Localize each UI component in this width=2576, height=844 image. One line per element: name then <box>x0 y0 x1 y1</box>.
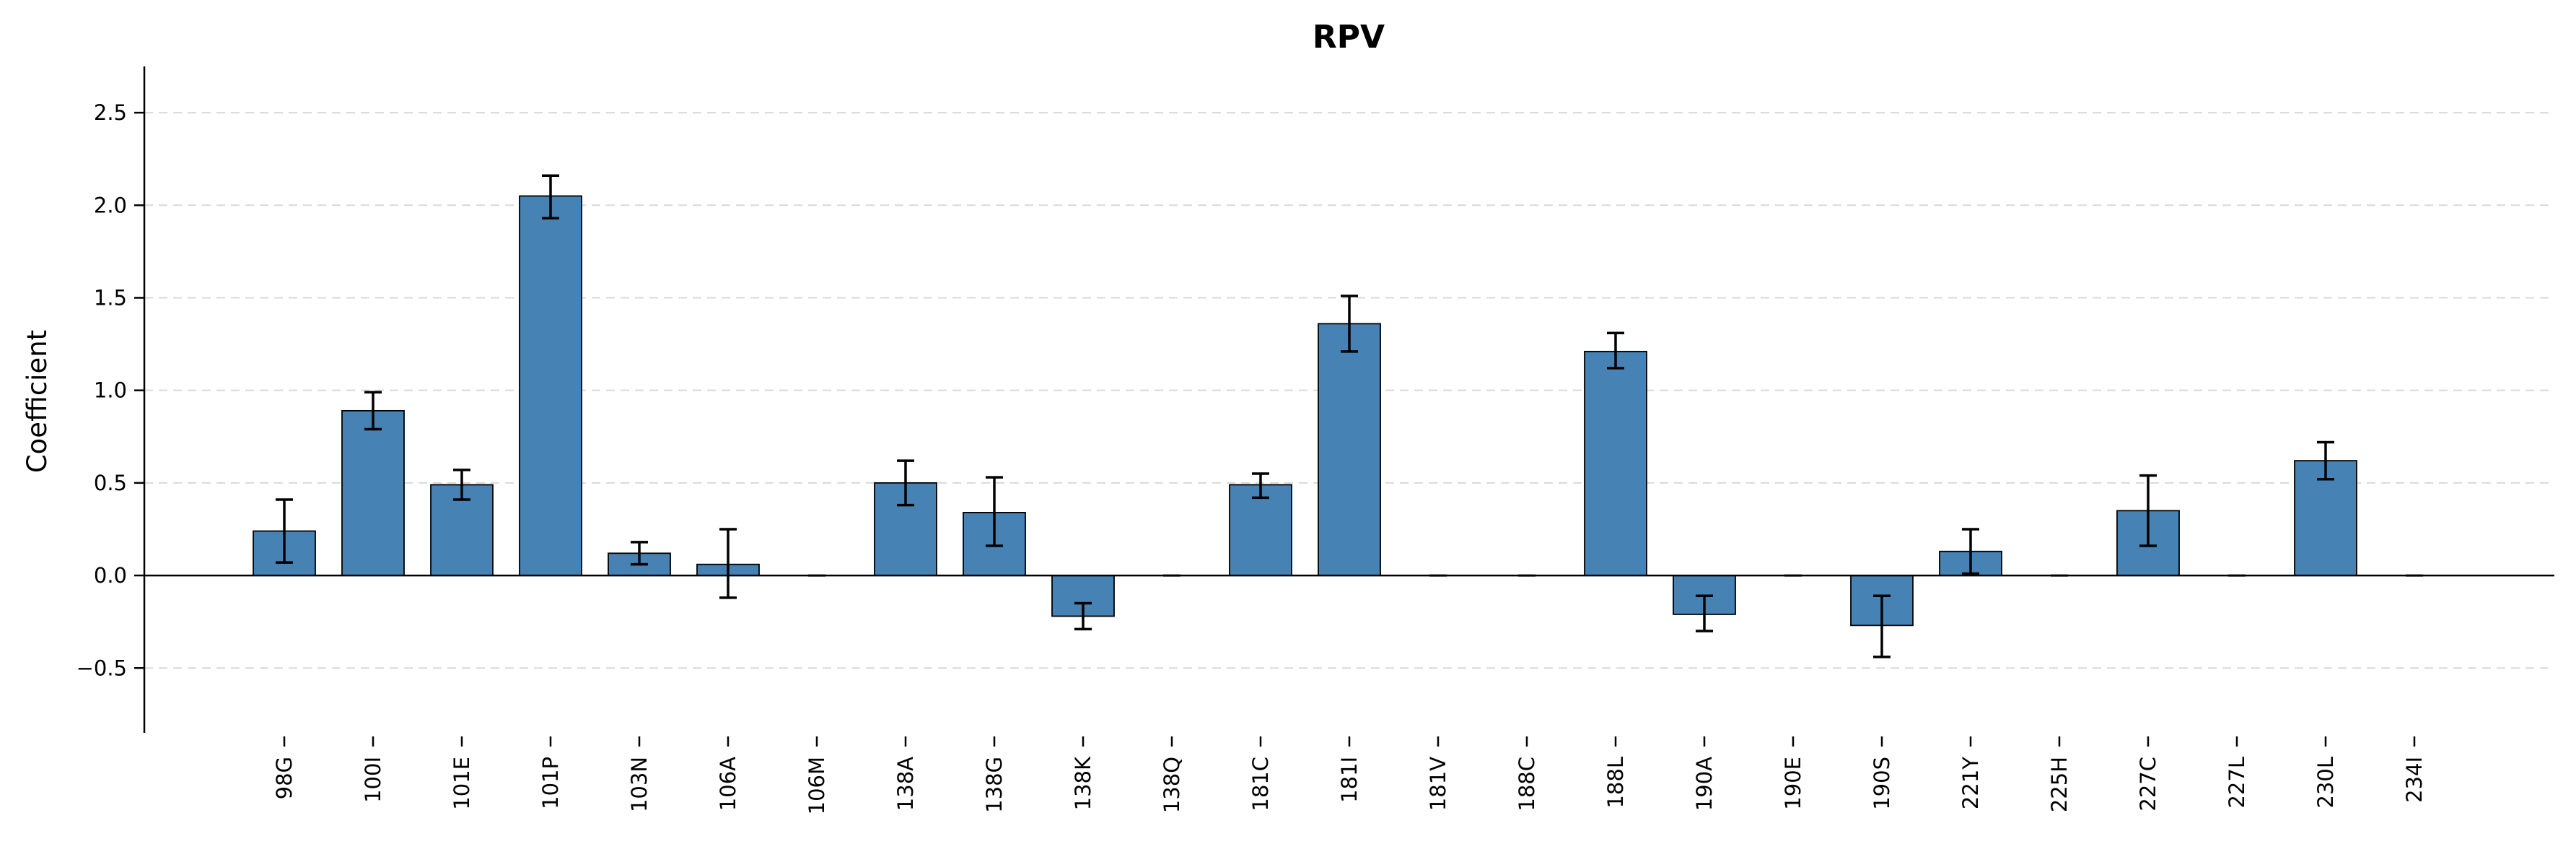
y-tick-label: 1.5 <box>94 285 127 310</box>
x-tick-label-101p: 101P <box>538 757 563 809</box>
bar-188l <box>1584 350 1647 576</box>
y-tick-label: 1.0 <box>94 378 127 403</box>
x-tick-label-190e: 190E <box>1781 757 1805 810</box>
bar-181c <box>1229 484 1292 576</box>
x-tick-label-181i: 181I <box>1337 757 1362 803</box>
error-bar-103n <box>631 541 648 566</box>
error-bar-138a <box>897 459 914 507</box>
x-tick-label-103n: 103N <box>627 757 652 812</box>
x-tick-label-190s: 190S <box>1870 757 1894 810</box>
y-tick-label: 2.5 <box>94 100 127 125</box>
chart-title: RPV <box>1313 19 1385 56</box>
x-tick-label-138g: 138G <box>982 757 1007 813</box>
x-tick-label-138k: 138K <box>1071 756 1095 810</box>
x-tick-label-221y: 221Y <box>1958 757 1983 809</box>
error-bar-190a <box>1696 594 1713 632</box>
error-bar-181c <box>1252 472 1269 500</box>
x-tick-label-98g: 98G <box>272 757 297 799</box>
x-tick-label-230l: 230L <box>2313 757 2338 809</box>
y-tick-label: 2.0 <box>94 193 127 217</box>
x-tick-label-227c: 227C <box>2136 757 2160 812</box>
bars <box>253 195 2423 627</box>
y-axis-label: Coefficient <box>22 330 53 473</box>
error-bar-138k <box>1074 601 1092 631</box>
y-tick-label: 0.0 <box>94 563 127 588</box>
x-tick-label-101e: 101E <box>450 757 474 810</box>
bar-181i <box>1318 323 1381 576</box>
x-tick-label-188c: 188C <box>1515 757 1539 812</box>
error-bar-100i <box>364 391 382 431</box>
error-bar-221y <box>1962 528 1979 575</box>
error-bar-101p <box>542 174 559 219</box>
x-tick-label-138q: 138Q <box>1160 757 1184 813</box>
x-tick-label-188l: 188L <box>1603 757 1628 809</box>
error-bar-101e <box>453 469 470 501</box>
x-tick-label-225h: 225H <box>2047 757 2072 812</box>
y-tick-label: 0.5 <box>94 471 127 495</box>
error-bar-181i <box>1341 295 1358 353</box>
x-tick-label-181c: 181C <box>1248 757 1273 812</box>
y-axis-ticks: −0.5 0.0 0.5 1.0 1.5 2.0 2.5 <box>76 100 144 680</box>
x-tick-label-190a: 190A <box>1692 757 1717 811</box>
y-tick-label: −0.5 <box>76 656 127 680</box>
error-bars <box>276 174 2334 658</box>
error-bar-98g <box>276 498 293 564</box>
bar-101p <box>519 195 582 576</box>
x-tick-label-138a: 138A <box>893 757 918 811</box>
x-tick-label-181v: 181V <box>1426 757 1450 811</box>
error-bar-138g <box>986 476 1003 547</box>
bar-100i <box>341 409 405 576</box>
x-tick-label-106a: 106A <box>716 757 740 811</box>
x-tick-label-234i: 234I <box>2402 757 2427 803</box>
error-bar-230l <box>2317 440 2334 481</box>
error-bar-190s <box>1873 594 1891 658</box>
x-axis-ticks: 98G 100I 101E 101P 103N 106A 106M 138A 138G 138K 1… <box>272 736 2427 814</box>
x-tick-label-227l: 227L <box>2225 757 2249 809</box>
x-tick-label-106m: 106M <box>805 757 829 814</box>
error-bar-106a <box>719 528 737 599</box>
x-tick-label-100i: 100I <box>361 757 385 803</box>
error-bar-227c <box>2139 474 2157 547</box>
axes <box>143 66 2554 733</box>
error-bar-188l <box>1607 331 1624 370</box>
